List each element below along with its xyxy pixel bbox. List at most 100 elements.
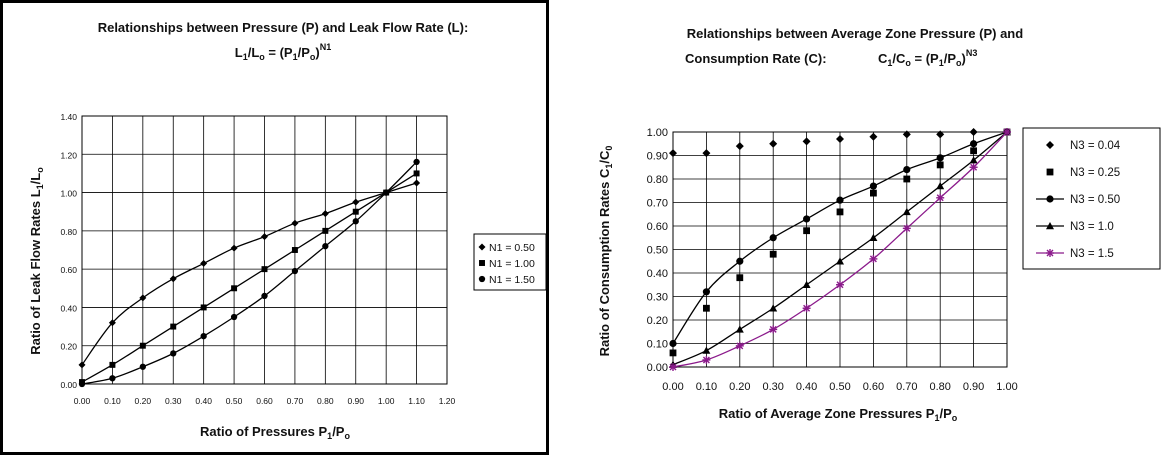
right-y-axis-label: Ratio of Consumption Rates C1/C0 — [597, 146, 614, 357]
right-x-tick-label: 0.80 — [929, 381, 950, 393]
right-series-2-point — [736, 274, 744, 282]
right-series-3-point — [903, 166, 911, 174]
right-series-1-point — [969, 128, 978, 136]
left-series-2-point — [322, 227, 329, 234]
left-series-2-point — [352, 208, 359, 215]
right-x-tick-label: 0.40 — [796, 381, 817, 393]
right-plot-grid — [672, 131, 1008, 368]
right-series-2-point — [970, 147, 977, 155]
right-x-tick-label: 0.20 — [729, 381, 750, 393]
right-series-4-point — [902, 207, 911, 216]
left-y-tick-label: 0.80 — [60, 227, 77, 237]
right-y-tick-label: 0.10 — [647, 339, 668, 351]
right-series-1-point — [802, 137, 811, 146]
left-series-1-point — [200, 259, 208, 267]
left-series-3-point — [78, 380, 86, 388]
left-series-2-point — [170, 323, 177, 330]
right-series-4-point — [836, 257, 844, 265]
right-y-tick-label: 1.00 — [647, 127, 668, 139]
right-series-3-point — [736, 257, 744, 265]
right-series-5-point — [836, 280, 844, 289]
right-series-5-point — [769, 325, 778, 334]
left-y-tick-label: 0.60 — [60, 265, 77, 275]
left-x-tick-label: 1.20 — [439, 396, 456, 406]
left-x-tick-label: 0.00 — [74, 396, 91, 406]
left-y-tick-label: 1.40 — [60, 112, 77, 122]
right-series-3-point — [769, 234, 777, 242]
right-series-5-point — [802, 304, 811, 313]
right-series-5-point — [936, 193, 945, 202]
left-legend-box — [473, 233, 547, 291]
left-x-tick-label: 1.00 — [378, 396, 395, 406]
right-series-5-point — [702, 355, 711, 364]
left-series-2-point — [200, 304, 207, 311]
right-x-tick-label: 0.00 — [662, 381, 683, 393]
right-chart-title-line2: Consumption Rate (C): — [685, 51, 827, 66]
right-series-1-point — [836, 135, 844, 144]
left-x-tick-label: 0.80 — [317, 396, 334, 406]
left-x-tick-label: 0.30 — [165, 396, 182, 406]
left-series-1-point — [169, 275, 177, 283]
right-series-5-point — [969, 163, 978, 172]
right-series-4-point — [869, 233, 878, 241]
left-legend-label: N1 = 1.50 — [489, 274, 535, 286]
right-chart-panel: Relationships between Average Zone Press… — [597, 26, 1161, 423]
left-series-3-point — [170, 350, 177, 357]
left-series-3-point — [139, 363, 146, 370]
right-series-4-point — [769, 304, 778, 312]
right-legend-label: N3 = 0.50 — [1070, 194, 1120, 206]
left-series-1-point — [230, 244, 238, 252]
left-panel-border — [0, 0, 549, 455]
right-x-tick-label: 0.30 — [762, 381, 783, 393]
left-series-3-point — [109, 375, 116, 382]
left-chart-formula: L1/Lo = (P1/Po)N1 — [235, 42, 332, 62]
right-y-tick-label: 0.20 — [647, 315, 668, 327]
right-series-3-point — [669, 339, 677, 348]
left-chart-panel: Relationships between Pressure (P) and L… — [0, 0, 549, 455]
right-y-tick-label: 0.60 — [647, 221, 668, 233]
right-axis-ticks: 0.00 0.10 0.20 0.30 0.40 0.50 0.60 0.70 0.80 0.90… — [647, 127, 1018, 393]
right-series-2-point — [903, 175, 911, 183]
left-plot-series — [78, 158, 421, 388]
left-series-2-point — [109, 361, 116, 368]
left-legend-marker — [479, 260, 485, 266]
right-legend-label: N3 = 0.25 — [1070, 167, 1120, 179]
right-y-tick-label: 0.80 — [647, 174, 668, 186]
left-series-1-point — [321, 210, 329, 218]
right-legend-label: N3 = 1.5 — [1070, 248, 1114, 260]
left-series-2-point — [291, 247, 298, 253]
right-series-5-point — [669, 363, 677, 371]
right-series-2-point — [703, 304, 710, 312]
right-legend-marker — [1046, 168, 1054, 176]
right-x-axis-label: Ratio of Average Zone Pressures P1/Po — [719, 406, 958, 423]
left-legend-label: N1 = 0.50 — [489, 242, 535, 254]
left-x-axis-label: Ratio of Pressures P1/Po — [200, 424, 350, 441]
left-legend: N1 = 0.50 N1 = 1.00 N1 = 1.50 — [473, 233, 547, 291]
left-y-axis-label: Ratio of Leak Flow Rates L1/Lo — [28, 167, 45, 355]
right-series-3-point — [869, 182, 878, 190]
left-x-tick-label: 0.20 — [135, 396, 152, 406]
right-legend-marker — [1046, 222, 1054, 230]
left-x-tick-label: 0.60 — [256, 396, 273, 406]
right-series-5-point — [902, 224, 911, 233]
right-series-3-point — [936, 154, 944, 162]
right-x-tick-label: 1.00 — [996, 381, 1017, 393]
right-series-2-point — [769, 250, 777, 258]
left-series-1-point — [413, 179, 421, 187]
right-y-tick-label: 0.40 — [647, 268, 668, 280]
right-x-tick-label: 0.90 — [963, 381, 984, 393]
right-series-4-point — [702, 346, 711, 354]
left-legend-marker — [478, 275, 486, 283]
right-y-tick-label: 0.00 — [647, 362, 668, 374]
right-series-1-point — [735, 142, 744, 151]
right-x-tick-label: 0.10 — [696, 381, 717, 393]
left-series-3-point — [383, 189, 390, 196]
left-y-tick-label: 0.40 — [60, 303, 77, 313]
left-series-2-point — [413, 170, 420, 177]
left-y-tick-label: 1.00 — [60, 189, 77, 199]
right-x-tick-label: 0.50 — [829, 381, 850, 393]
right-series-4-point — [735, 325, 744, 333]
left-series-3-point — [200, 332, 207, 340]
right-legend-label: N3 = 0.04 — [1070, 140, 1121, 152]
left-series-3-point — [261, 292, 268, 300]
